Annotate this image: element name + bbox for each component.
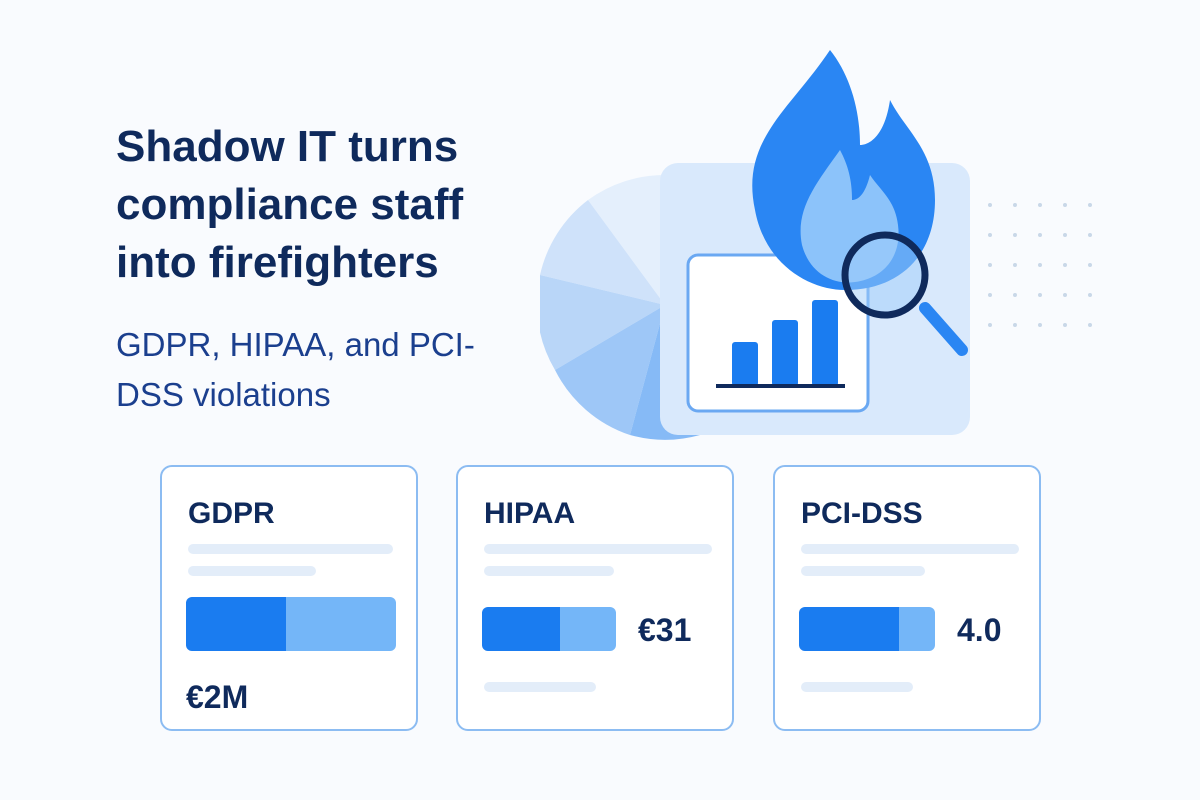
placeholder-line [801, 566, 925, 576]
card-value: €2M [186, 679, 249, 715]
placeholder-line [188, 566, 316, 576]
placeholder-line [484, 682, 596, 692]
card: PCI-DSS 4.0 [773, 465, 1041, 731]
progress-bar [186, 597, 396, 651]
card-title: HIPAA [484, 497, 576, 530]
illustration [540, 50, 1092, 440]
card-value: 4.0 [957, 612, 1002, 648]
placeholder-line [484, 566, 614, 576]
progress-bar [799, 607, 935, 651]
card-value: €31 [638, 612, 692, 648]
card: HIPAA €31 [456, 465, 734, 731]
placeholder-line [801, 544, 1019, 554]
card-title: GDPR [188, 497, 275, 530]
magnifier-lens [841, 231, 929, 319]
placeholder-line [484, 544, 712, 554]
placeholder-line [801, 682, 913, 692]
mini-bars [732, 300, 838, 386]
headline-subtitle: GDPR, HIPAA, and PCI-DSS violations [116, 326, 475, 413]
magnifier-handle [919, 302, 968, 356]
placeholder-line [188, 544, 393, 554]
headline-title: Shadow IT turns compliance staff into fi… [116, 122, 464, 287]
card: GDPR €2M [160, 465, 418, 731]
progress-bar [482, 607, 616, 651]
card-title: PCI-DSS [801, 497, 923, 530]
dot-grid [988, 203, 1092, 327]
